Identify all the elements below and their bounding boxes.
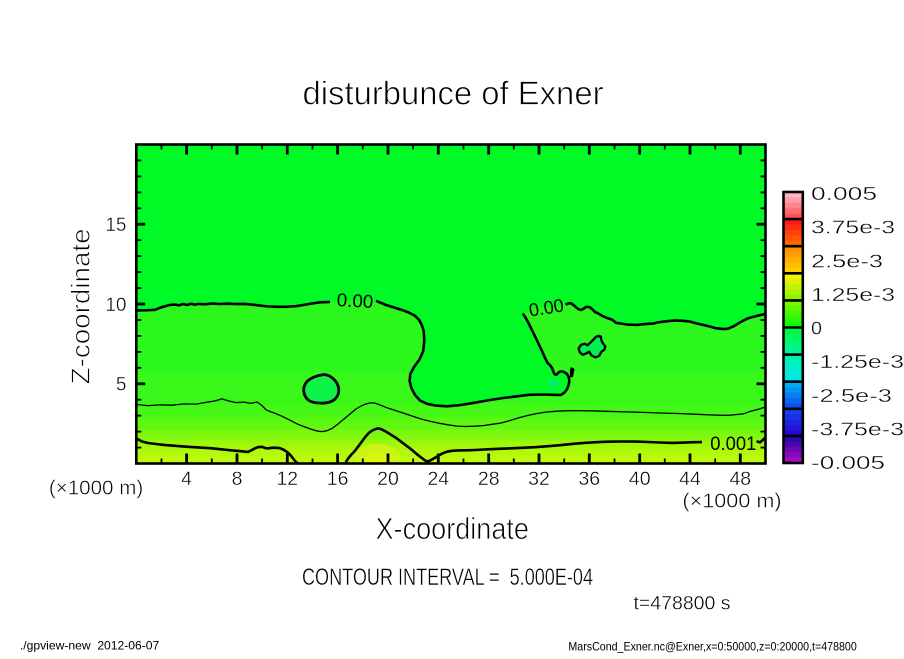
svg-text:10: 10 <box>105 295 126 316</box>
svg-text:5: 5 <box>116 375 127 396</box>
svg-text:-2.5e-3: -2.5e-3 <box>811 385 892 406</box>
svg-text:4: 4 <box>181 468 192 490</box>
svg-text:2.5e-3: 2.5e-3 <box>811 250 883 271</box>
svg-text:20: 20 <box>377 468 399 490</box>
svg-text:28: 28 <box>478 468 500 490</box>
svg-text:15: 15 <box>105 215 126 236</box>
svg-text:-3.75e-3: -3.75e-3 <box>811 419 904 440</box>
svg-text:24: 24 <box>427 468 449 490</box>
svg-text:MarsCond_Exner.nc@Exner,x=0:50: MarsCond_Exner.nc@Exner,x=0:50000,z=0:20… <box>568 640 857 654</box>
svg-text:44: 44 <box>679 468 701 490</box>
svg-text:3.75e-3: 3.75e-3 <box>811 217 895 238</box>
svg-text:0.00: 0.00 <box>336 289 374 312</box>
svg-text:t=478800 s: t=478800 s <box>634 593 731 615</box>
svg-text:36: 36 <box>578 468 600 490</box>
svg-text:0.005: 0.005 <box>811 183 877 204</box>
svg-text:X-coordinate: X-coordinate <box>376 511 530 546</box>
svg-text:./gpview-new 2012-06-07: ./gpview-new 2012-06-07 <box>20 639 160 653</box>
svg-text:-0.005: -0.005 <box>811 452 885 473</box>
svg-text:Z-coordinate: Z-coordinate <box>66 228 96 384</box>
svg-text:CONTOUR INTERVAL = 5.000E-04: CONTOUR INTERVAL = 5.000E-04 <box>302 564 593 591</box>
svg-text:48: 48 <box>729 468 751 490</box>
svg-text:(×1000 m): (×1000 m) <box>49 478 143 500</box>
svg-text:0: 0 <box>811 318 822 339</box>
svg-text:(×1000 m): (×1000 m) <box>682 491 781 513</box>
svg-text:16: 16 <box>327 468 349 490</box>
svg-text:8: 8 <box>232 468 243 490</box>
svg-text:40: 40 <box>629 468 651 490</box>
svg-text:disturbunce of Exner: disturbunce of Exner <box>303 76 604 113</box>
svg-text:32: 32 <box>528 468 550 490</box>
svg-text:-1.25e-3: -1.25e-3 <box>811 351 904 372</box>
svg-text:12: 12 <box>276 468 298 490</box>
svg-text:1.25e-3: 1.25e-3 <box>811 284 895 305</box>
svg-text:0.001: 0.001 <box>710 434 756 455</box>
